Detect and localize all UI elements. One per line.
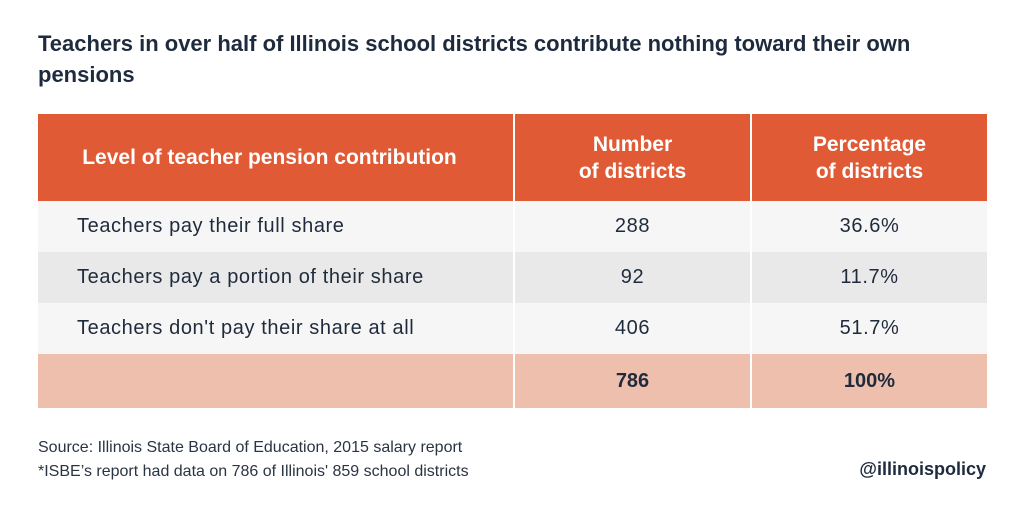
- total-district-count: 786: [513, 354, 750, 408]
- row-percentage: 11.7%: [750, 252, 987, 303]
- source-note: Source: Illinois State Board of Educatio…: [38, 439, 463, 456]
- table-header-row: Level of teacher pension contribution Nu…: [38, 114, 987, 201]
- table-total-row: 786 100%: [38, 354, 987, 408]
- row-district-count: 406: [513, 303, 750, 354]
- header-number-of-districts: Number of districts: [513, 114, 750, 201]
- header-level: Level of teacher pension contribution: [82, 146, 457, 169]
- table-row: Teachers don't pay their share at all 40…: [38, 303, 987, 354]
- row-district-count: 92: [513, 252, 750, 303]
- chart-title: Teachers in over half of Illinois school…: [38, 31, 911, 87]
- row-percentage: 51.7%: [750, 303, 987, 354]
- footnotes: Source: Illinois State Board of Educatio…: [38, 436, 469, 484]
- total-percentage: 100%: [750, 354, 987, 408]
- header-number-line1: Number: [592, 132, 673, 156]
- header-number-line2: of districts: [578, 159, 687, 183]
- header-percentage-line2: of districts: [815, 159, 924, 183]
- pension-contribution-table: Level of teacher pension contribution Nu…: [38, 114, 987, 408]
- coverage-note: *ISBE’s report had data on 786 of Illino…: [38, 463, 469, 480]
- table-row: Teachers pay their full share 288 36.6%: [38, 201, 987, 252]
- row-level-label: Teachers don't pay their share at all: [77, 317, 415, 339]
- header-percentage-line1: Percentage: [812, 132, 927, 156]
- row-percentage: 36.6%: [750, 201, 987, 252]
- header-percentage-of-districts: Percentage of districts: [750, 114, 987, 201]
- row-level-label: Teachers pay a portion of their share: [77, 266, 424, 288]
- table-row: Teachers pay a portion of their share 92…: [38, 252, 987, 303]
- total-label: [38, 354, 513, 408]
- row-district-count: 288: [513, 201, 750, 252]
- row-level-label: Teachers pay their full share: [77, 215, 345, 237]
- social-handle: @illinoispolicy: [859, 459, 986, 479]
